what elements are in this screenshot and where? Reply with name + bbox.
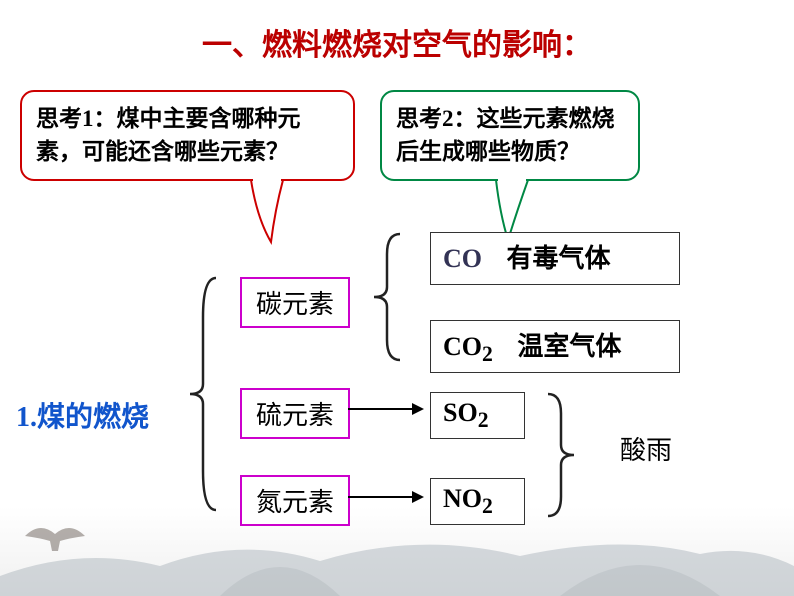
- prod0-desc: 有毒气体: [507, 244, 611, 273]
- product-co2: CO2 温室气体: [430, 320, 680, 373]
- product-so2: SO2: [430, 392, 525, 439]
- elem2-label: 氮元素: [256, 488, 334, 517]
- brace-carbon: [370, 230, 404, 364]
- section-text: 1.煤的燃烧: [16, 402, 149, 433]
- element-sulfur: 硫元素: [240, 388, 350, 439]
- acid-rain-label: 酸雨: [620, 430, 672, 467]
- prod1-desc: 温室气体: [517, 332, 621, 361]
- arrow-sulfur-head: [412, 403, 424, 415]
- mountain-background: [0, 526, 794, 596]
- product-no2: NO2: [430, 478, 525, 525]
- arrow-sulfur: [348, 408, 414, 410]
- element-carbon: 碳元素: [240, 277, 350, 328]
- eagle-icon: [20, 516, 90, 556]
- brace-acid-rain: [544, 390, 578, 520]
- elem0-label: 碳元素: [256, 290, 334, 319]
- prod2-sub: 2: [478, 408, 489, 432]
- prod1-formula: CO: [443, 332, 482, 361]
- brace-main: [186, 274, 220, 514]
- prod3-formula: NO: [443, 484, 482, 513]
- elem1-label: 硫元素: [256, 401, 334, 430]
- prod1-sub: 2: [482, 342, 493, 366]
- element-nitrogen: 氮元素: [240, 475, 350, 526]
- arrow-nitrogen: [348, 496, 414, 498]
- prod2-formula: SO: [443, 398, 478, 427]
- bubble1-tail: [245, 178, 289, 248]
- prod3-sub: 2: [482, 494, 493, 518]
- section-heading: 1.煤的燃烧: [16, 395, 149, 435]
- bubble1-text: 思考1：煤中主要含哪种元素，可能还含哪些元素？: [36, 106, 301, 164]
- product-co: CO 有毒气体: [430, 232, 680, 285]
- arrow-nitrogen-head: [412, 491, 424, 503]
- title-text: 一、燃料燃烧对空气的影响：: [202, 29, 592, 62]
- bubble2-text: 思考2：这些元素燃烧后生成哪些物质？: [396, 106, 615, 164]
- acid-rain-text: 酸雨: [620, 436, 672, 465]
- prod0-formula: CO: [443, 244, 482, 273]
- page-title: 一、燃料燃烧对空气的影响：: [0, 20, 794, 64]
- thought-bubble-1: 思考1：煤中主要含哪种元素，可能还含哪些元素？: [20, 90, 355, 181]
- thought-bubble-2: 思考2：这些元素燃烧后生成哪些物质？: [380, 90, 640, 181]
